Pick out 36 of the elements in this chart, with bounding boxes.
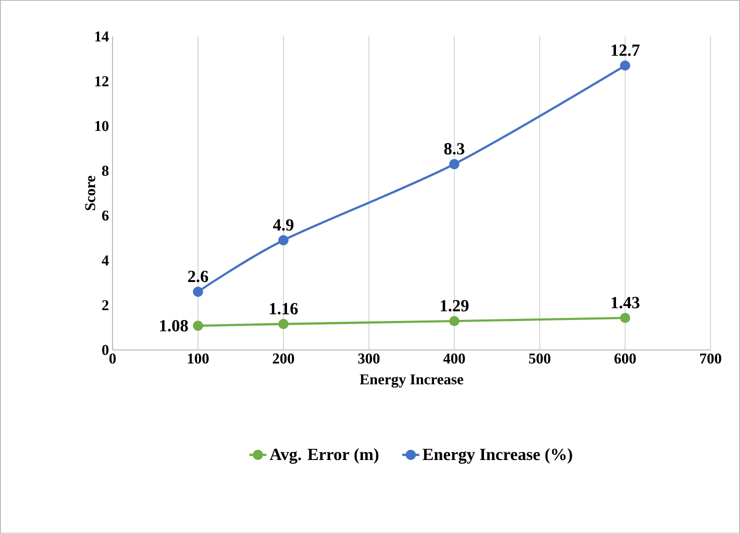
point — [620, 60, 630, 71]
y-tick-label: 0 — [102, 345, 108, 356]
y-tick-label: 8 — [102, 166, 109, 176]
x-tick-label: 100 — [188, 354, 209, 364]
y-tick-label: 4 — [102, 256, 109, 266]
y-tick-label: 14 — [95, 32, 109, 42]
x-tick-label: 600 — [614, 354, 636, 364]
point — [192, 320, 204, 332]
y-tick-label: 6 — [102, 210, 109, 221]
legend-label: Energy Increase (%) — [422, 448, 572, 464]
x-tick-label: 500 — [529, 354, 550, 364]
y-tick-label: 12 — [95, 76, 108, 86]
data-label: 1.29 — [440, 300, 469, 312]
data-label: 1.08 — [160, 320, 188, 332]
x-tick-label: 400 — [443, 354, 465, 364]
point — [620, 313, 630, 324]
point — [449, 316, 460, 326]
legend-label: Avg. Error (m) — [270, 448, 378, 464]
data-label: 12.7 — [612, 44, 640, 56]
point — [192, 286, 204, 298]
y-axis-title: Score — [85, 176, 96, 210]
x-tick-label: 300 — [358, 354, 380, 364]
data-label: 8.3 — [444, 143, 464, 155]
x-axis-title: Energy Increase — [360, 374, 464, 388]
point — [278, 235, 289, 246]
data-label: 1.16 — [270, 303, 298, 315]
data-label: 2.6 — [188, 270, 208, 282]
point — [278, 319, 289, 330]
x-tick-label: 700 — [700, 354, 722, 364]
y-tick-label: 10 — [95, 121, 108, 132]
data-label: 4.9 — [273, 219, 294, 231]
data-label: 1.43 — [612, 297, 640, 309]
x-tick-label: 0 — [109, 354, 116, 364]
x-tick-label: 200 — [272, 354, 294, 364]
point — [449, 159, 460, 170]
y-tick-label: 2 — [102, 300, 108, 310]
